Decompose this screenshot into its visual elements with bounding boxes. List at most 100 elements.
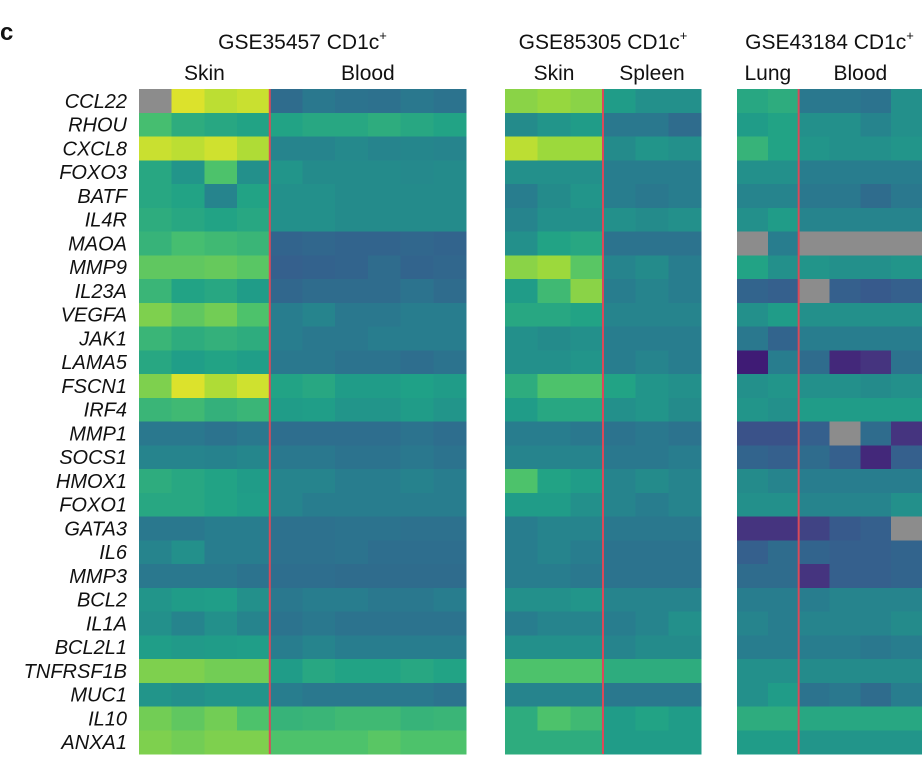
heatmap-cell [302,421,336,446]
heatmap-cell [798,255,830,280]
heatmap-cell [537,112,571,137]
heatmap-cell [335,706,369,731]
heatmap-cell [635,516,669,541]
heatmap-cell [400,516,434,541]
heatmap-cell [635,136,669,161]
heatmap-cell [860,350,892,375]
heatmap-cell [798,540,830,565]
heatmap-cell [367,350,401,375]
heatmap-cell [505,587,539,612]
heatmap-cell [302,302,336,327]
heatmap-cell [204,279,238,304]
heatmap-cell [171,160,205,185]
heatmap-cell [400,184,434,209]
heatmap-cell [302,516,336,541]
heatmap-cell [505,255,539,280]
heatmap-cell [204,421,238,446]
heatmap-cell [302,492,336,517]
heatmap-cell [302,374,336,399]
heatmap-cell [798,374,830,399]
heatmap-cell [635,564,669,589]
heatmap-cell [505,112,539,137]
heatmap-cell [367,255,401,280]
heatmap-cell [433,207,467,232]
heatmap-cell [505,350,539,375]
heatmap-cell [603,611,637,636]
heatmap-cell [139,160,173,185]
heatmap-cell [737,516,769,541]
heatmap-cell [269,516,303,541]
heatmap-cell [335,374,369,399]
heatmap-cell [139,279,173,304]
heatmap-cell [668,516,702,541]
heatmap-cell [570,374,604,399]
heatmap-cell [400,421,434,446]
heatmap-cell [668,89,702,114]
heatmap-cell [433,326,467,351]
heatmap-cell [537,611,571,636]
heatmap-cell [171,445,205,470]
heatmap-cell [505,279,539,304]
heatmap-cell [139,89,173,114]
heatmap-cell [860,611,892,636]
heatmap-cell [335,397,369,422]
heatmap-cell [171,659,205,684]
heatmap-cell [505,445,539,470]
heatmap-cell [367,184,401,209]
heatmap-cell [269,635,303,660]
heatmap-cell [335,421,369,446]
heatmap-cell [798,184,830,209]
heatmap-cell [603,469,637,494]
heatmap-cell [302,279,336,304]
heatmap-cell [335,492,369,517]
heatmap-cell [367,136,401,161]
heatmap-cell [537,350,571,375]
heatmap-cell [737,540,769,565]
heatmap-cell [829,136,861,161]
heatmap-cell [302,207,336,232]
heatmap-cell [635,231,669,256]
heatmap-cell [537,136,571,161]
heatmap-cell [269,184,303,209]
heatmap-cell [798,469,830,494]
heatmap-cell [237,611,271,636]
heatmap-cell [204,160,238,185]
heatmap-cell [204,89,238,114]
heatmap-cell [570,659,604,684]
heatmap-cell [891,231,922,256]
heatmap-cell [367,469,401,494]
heatmap-cell [433,255,467,280]
gene-label: MMP3 [69,566,127,588]
heatmap-cell [767,540,800,565]
heatmap-cell [603,207,637,232]
heatmap-cell [668,540,702,565]
heatmap-cell [668,231,702,256]
heatmap-cell [798,445,830,470]
heatmap-cell [367,397,401,422]
heatmap-cell [891,587,922,612]
heatmap-cell [603,421,637,446]
heatmap-cell [570,255,604,280]
heatmap-cell [891,397,922,422]
heatmap-cell [171,255,205,280]
gene-label: FSCN1 [61,376,127,398]
heatmap-cell [798,89,830,114]
heatmap-cell [798,564,830,589]
heatmap-cell [860,184,892,209]
heatmap-cell [737,184,769,209]
heatmap-cell [237,255,271,280]
heatmap-cell [302,112,336,137]
heatmap-cell [891,611,922,636]
heatmap-cell [237,587,271,612]
heatmap-cell [537,706,571,731]
heatmap-cell [860,302,892,327]
heatmap-cell [171,112,205,137]
heatmap-cell [668,112,702,137]
heatmap-cell [204,635,238,660]
heatmap-cell [570,279,604,304]
heatmap-cell [269,564,303,589]
heatmap-cell [171,184,205,209]
heatmap-cell [668,492,702,517]
heatmap-cell [603,302,637,327]
heatmap-cell [171,540,205,565]
